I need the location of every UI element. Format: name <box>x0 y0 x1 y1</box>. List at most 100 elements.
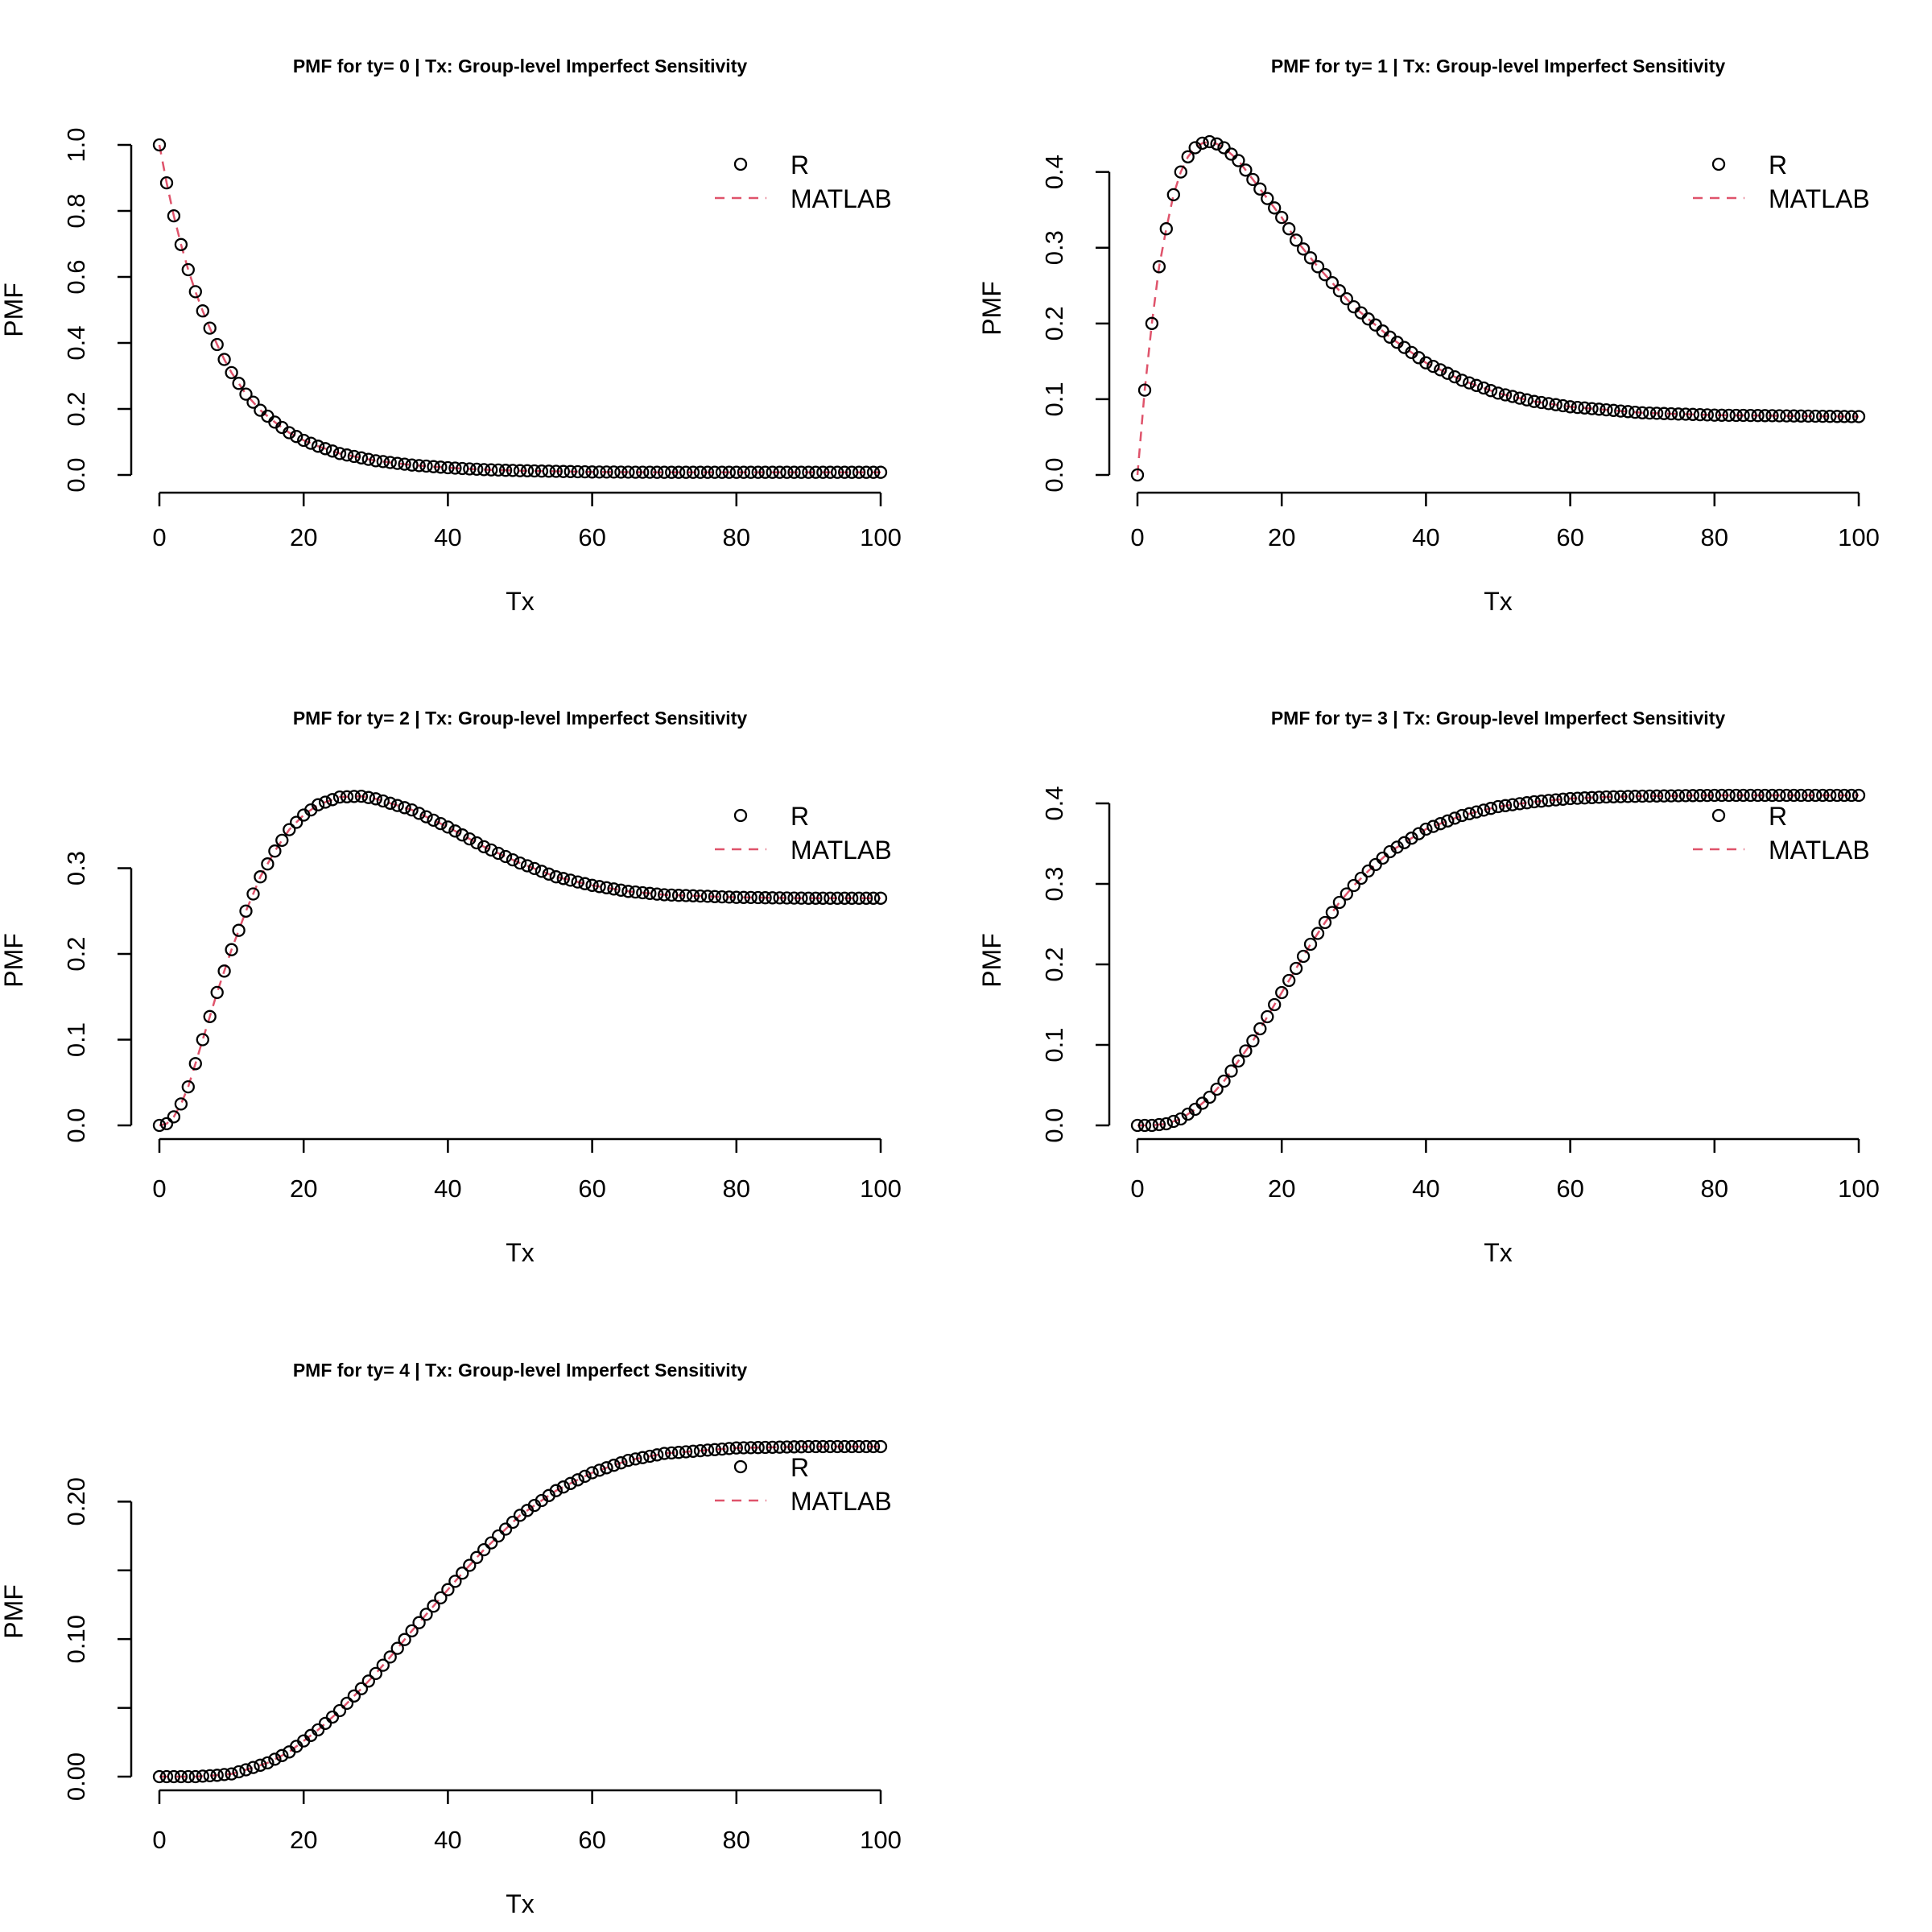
r-data-point <box>412 1616 426 1629</box>
r-data-point <box>1275 985 1289 1000</box>
r-data-point <box>361 1674 375 1688</box>
r-data-point <box>1239 1044 1253 1058</box>
x-tick-label: 100 <box>860 523 902 551</box>
r-data-point <box>1174 165 1187 179</box>
y-tick-label: 0.20 <box>62 1477 90 1525</box>
r-data-point <box>1542 794 1555 807</box>
r-data-point <box>1152 1117 1166 1132</box>
x-axis-label: Tx <box>1484 587 1513 616</box>
r-data-point <box>318 1716 332 1731</box>
r-data-point <box>578 464 592 479</box>
r-data-point <box>332 790 347 804</box>
r-data-point <box>665 465 679 479</box>
r-data-point <box>1852 788 1866 803</box>
legend-matlab-label: MATLAB <box>791 836 892 865</box>
r-data-point <box>845 465 859 479</box>
r-data-point <box>751 890 765 905</box>
r-data-point <box>1253 1022 1267 1036</box>
r-data-point <box>845 1439 859 1454</box>
r-data-point <box>1152 260 1166 274</box>
r-data-point <box>1773 409 1786 423</box>
r-data-point <box>1426 359 1440 374</box>
x-tick-label: 20 <box>1268 1174 1295 1203</box>
r-data-point <box>585 1466 599 1480</box>
r-data-point <box>1325 276 1340 290</box>
r-data-point <box>1636 406 1649 419</box>
r-data-point <box>441 460 455 475</box>
r-data-point <box>1736 408 1750 423</box>
r-data-point <box>369 1666 382 1681</box>
chart-title: PMF for ty= 1 | Tx: Group-level Imperfec… <box>1271 56 1726 76</box>
r-data-point <box>1534 395 1548 410</box>
r-data-point <box>1549 398 1563 411</box>
r-data-point <box>485 1536 498 1550</box>
r-data-point <box>744 1441 758 1455</box>
r-data-point <box>520 859 535 873</box>
r-data-point <box>463 1558 477 1572</box>
r-data-point <box>376 794 390 808</box>
y-tick-label: 0.3 <box>62 851 90 886</box>
r-data-point <box>1700 788 1714 803</box>
r-data-point <box>340 790 354 803</box>
r-data-point <box>477 840 491 854</box>
r-data-point <box>456 828 469 842</box>
r-data-point <box>232 1765 246 1779</box>
r-data-point <box>1340 887 1353 901</box>
r-data-point <box>434 816 448 831</box>
r-data-point <box>658 888 671 902</box>
r-data-point <box>325 444 340 458</box>
y-tick-label: 0.0 <box>1040 457 1068 492</box>
r-data-point <box>621 465 635 479</box>
r-data-point <box>290 430 303 444</box>
r-data-point <box>585 465 599 479</box>
r-data-point <box>715 1442 729 1456</box>
r-data-point <box>1376 851 1389 865</box>
x-tick-label: 60 <box>578 523 605 551</box>
r-data-point <box>225 1767 238 1781</box>
r-data-point <box>722 1442 736 1455</box>
r-data-point <box>1578 401 1591 415</box>
r-data-point <box>636 886 650 900</box>
r-data-point <box>1239 163 1253 177</box>
r-data-point <box>1441 366 1455 380</box>
r-data-point <box>1816 409 1830 423</box>
r-data-point <box>1463 376 1476 390</box>
r-data-point <box>1621 790 1635 803</box>
r-data-point <box>1571 400 1584 415</box>
r-data-point <box>1210 137 1224 151</box>
r-data-point <box>600 465 613 479</box>
legend-r-marker <box>733 1459 748 1474</box>
r-data-point <box>390 799 404 812</box>
r-data-point <box>1268 997 1282 1012</box>
r-data-point <box>174 1769 188 1784</box>
r-data-point <box>332 447 347 460</box>
matlab-series-line <box>159 1445 881 1778</box>
x-tick-label: 60 <box>1556 523 1583 551</box>
x-tick-label: 100 <box>860 1826 902 1854</box>
r-data-point <box>831 1439 844 1454</box>
r-data-point <box>1729 788 1743 803</box>
r-data-point <box>1844 788 1859 803</box>
r-data-point <box>549 1484 563 1497</box>
legend-matlab-label: MATLAB <box>791 184 892 213</box>
r-data-point <box>809 891 823 905</box>
r-data-point <box>592 880 606 894</box>
r-data-point <box>1664 789 1678 803</box>
r-data-point <box>1823 788 1837 803</box>
r-data-point <box>722 465 736 479</box>
x-tick-label: 80 <box>723 1174 750 1203</box>
r-data-point <box>1693 407 1707 422</box>
r-data-point <box>513 856 527 870</box>
r-data-point <box>549 870 563 884</box>
r-data-point <box>383 1650 397 1664</box>
r-data-point <box>1707 788 1721 803</box>
legend-r-marker <box>733 157 748 171</box>
r-data-point <box>571 1473 584 1487</box>
r-data-point <box>275 1748 289 1762</box>
r-data-point <box>1809 409 1823 423</box>
r-data-point <box>787 1440 801 1454</box>
r-data-point <box>1137 1118 1152 1133</box>
r-data-point <box>737 890 750 904</box>
x-tick-label: 80 <box>1701 1174 1728 1203</box>
r-data-point <box>405 1624 419 1638</box>
